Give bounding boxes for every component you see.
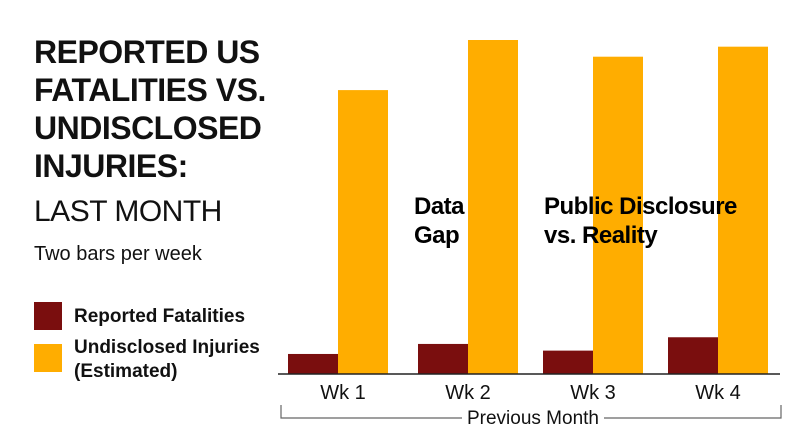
x-axis-bracket bbox=[280, 405, 782, 419]
legend-label-fatalities: Reported Fatalities bbox=[74, 306, 246, 327]
chart-subtitle: LAST MONTH bbox=[34, 195, 222, 228]
bar-fatalities-1 bbox=[288, 353, 338, 374]
x-axis-label: Previous Month bbox=[467, 408, 599, 429]
chart-title: REPORTED US FATALITIES vs. UNDISCLOSED I… bbox=[34, 34, 266, 184]
bar-injuries-4 bbox=[718, 46, 768, 375]
annotation-data-gap: Data Gap bbox=[414, 193, 470, 249]
legend-swatch-injuries bbox=[34, 344, 62, 372]
bar-fatalities-2 bbox=[418, 343, 468, 374]
bar-injuries-2 bbox=[468, 40, 518, 374]
legend-swatch-fatalities bbox=[34, 302, 62, 330]
legend-label-injuries: Undisclosed Injuries (Estimated) bbox=[74, 337, 260, 382]
x-tick-label-2: Wk 2 bbox=[445, 382, 491, 404]
annotation-disclosure: Public Disclosure vs. Reality bbox=[544, 193, 743, 249]
x-tick-labels: Wk 1 Wk 2 Wk 3 Wk 4 bbox=[320, 382, 741, 404]
bar-injuries-3 bbox=[593, 56, 643, 374]
bars-group bbox=[288, 40, 768, 375]
bar-fatalities-4 bbox=[668, 337, 718, 374]
chart-note: Two bars per week bbox=[34, 243, 202, 265]
bar-fatalities-3 bbox=[543, 350, 593, 374]
x-tick-label-1: Wk 1 bbox=[320, 382, 366, 404]
x-tick-label-3: Wk 3 bbox=[570, 382, 616, 404]
x-tick-label-4: Wk 4 bbox=[695, 382, 741, 404]
bar-injuries-1 bbox=[338, 90, 388, 374]
